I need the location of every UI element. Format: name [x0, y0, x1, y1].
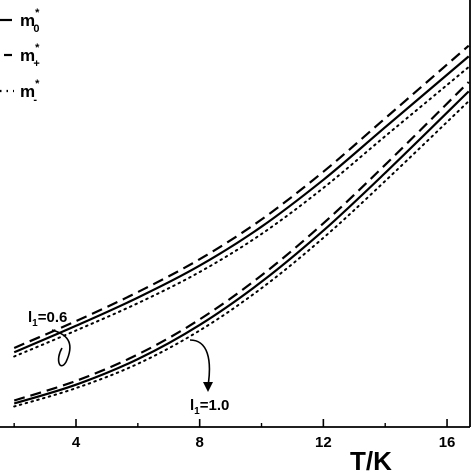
- series-line-l10.6-solid: [13, 55, 470, 354]
- series-line-l11.0-solid: [13, 90, 470, 405]
- arrow-l1-0.6: [51, 329, 71, 367]
- legend: m* 0 m* + m* -: [0, 7, 40, 106]
- arrow-l1-1.0: [189, 339, 211, 387]
- x-tick-label-4: 4: [72, 434, 81, 451]
- curves: [13, 44, 470, 408]
- series-line-l11.0-dotted: [13, 100, 470, 408]
- series-line-l10.6-dashed: [13, 44, 470, 350]
- x-tick-label-8: 8: [196, 434, 204, 451]
- x-axis-title: T/K: [350, 446, 392, 474]
- x-tick-label-12: 12: [315, 434, 332, 451]
- x-ticks: 4 8 12 16: [13, 419, 456, 451]
- series-line-l11.0-dashed: [13, 81, 470, 402]
- annotation-l1-0.6: l1=0.6: [28, 309, 67, 329]
- x-tick-label-16: 16: [439, 434, 456, 451]
- annotation-arrows: [51, 329, 213, 392]
- arrowhead-l1-1.0: [203, 382, 213, 392]
- legend-label-mplus: m* +: [20, 42, 40, 70]
- legend-label-mminus: m* -: [20, 78, 40, 106]
- legend-label-m0: m* 0: [20, 7, 40, 35]
- annotation-l1-1.0: l1=1.0: [190, 397, 229, 417]
- series-line-l10.6-dotted: [13, 66, 470, 358]
